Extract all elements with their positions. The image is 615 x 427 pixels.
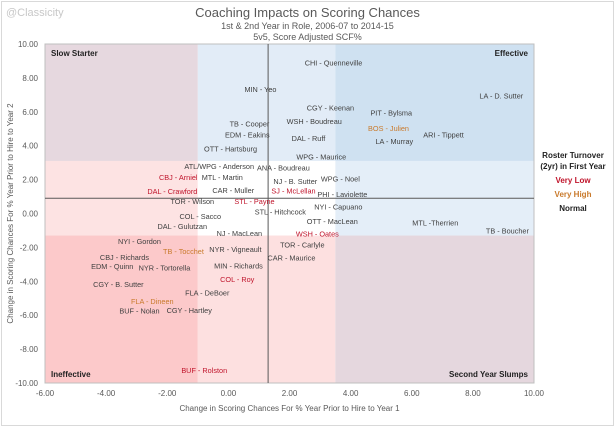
zone-r0-c1	[197, 44, 336, 161]
data-point-label: DAL - Ruff	[292, 134, 327, 143]
zone-r2-c2	[335, 235, 534, 383]
data-point-label: FLA - Dineen	[131, 297, 174, 306]
data-point-label: DAL - Gulutzan	[157, 222, 207, 231]
data-point-label: BUF - Nolan	[119, 306, 159, 315]
data-point-label: CAR - Maurice	[268, 254, 316, 263]
data-point-label: COL - Roy	[220, 275, 255, 284]
plot-area-border	[44, 43, 535, 384]
x-tick-label: 4.00	[343, 389, 359, 398]
y-tick-label: -4.00	[20, 277, 39, 286]
data-point-label: CBJ - Richards	[100, 253, 149, 262]
data-point-label: CGY - B. Sutter	[93, 280, 144, 289]
x-tick-label: 8.00	[465, 389, 481, 398]
y-tick-label: -2.00	[20, 243, 39, 252]
legend-item-normal: Normal	[559, 204, 587, 213]
data-point-label: ANA - Boudreau	[257, 164, 310, 173]
y-tick-label: 4.00	[22, 142, 38, 151]
y-tick-label: -10.00	[15, 379, 38, 388]
x-tick-label: 2.00	[282, 389, 298, 398]
data-point-label: PHI - Laviolette	[317, 190, 367, 199]
data-point-label: LA - Murray	[375, 137, 413, 146]
data-point-label: OTT - Hartsburg	[204, 145, 257, 154]
x-tick-label: -6.00	[36, 389, 55, 398]
data-point-label: WSH - Oates	[296, 229, 339, 238]
zone-r2-c0	[45, 235, 198, 383]
data-point-label: TB - Tocchet	[163, 247, 204, 256]
legend: Roster Turnover (2yr) in First Year Very…	[533, 150, 613, 217]
data-point-label: EDM - Eakins	[225, 131, 270, 140]
x-tick-label: -2.00	[158, 389, 177, 398]
data-point-label: ATL/WPG - Anderson	[184, 162, 254, 171]
data-point-label: BOS - Julien	[368, 124, 409, 133]
data-point-label: WSH - Boudreau	[287, 117, 342, 126]
x-axis-title: Change in Scoring Chances For % Year Pri…	[179, 404, 400, 413]
data-point-label: CBJ - Arniel	[159, 173, 198, 182]
quadrant-label-second-year-slumps: Second Year Slumps	[449, 370, 529, 379]
data-point-label: ARI - Tippett	[423, 131, 464, 140]
y-tick-label: 0.00	[22, 210, 38, 219]
data-point-label: MTL - Martin	[202, 173, 243, 182]
data-point-label: NJ - MacLean	[217, 229, 262, 238]
data-point-label: NYI - Capuano	[314, 203, 362, 212]
watermark: @Classicity	[6, 7, 64, 19]
data-point-label: WPG - Maurice	[296, 153, 346, 162]
zone-r0-c0	[45, 44, 198, 161]
chart-subtitle-2: 5v5, Score Adjusted SCF%	[253, 32, 362, 42]
data-point-label: NYR - Vigneault	[209, 245, 261, 254]
data-point-label: TOR - Wilson	[170, 197, 214, 206]
y-tick-label: -6.00	[20, 311, 39, 320]
data-point-label: MIN - Richards	[214, 262, 263, 271]
quadrant-label-effective: Effective	[495, 49, 529, 58]
data-point-label: TOR - Carlyle	[280, 241, 324, 250]
data-point-label: STL - Hitchcock	[255, 208, 307, 217]
zone-r2-c1	[197, 235, 336, 383]
quadrant-label-ineffective: Ineffective	[51, 370, 91, 379]
data-point-label: CHI - Quenneville	[305, 58, 363, 67]
x-tick-label: -4.00	[97, 389, 116, 398]
data-point-label: NYR - Tortorella	[139, 263, 192, 272]
x-tick-label: 10.00	[524, 389, 545, 398]
data-point-label: TB - Cooper	[230, 120, 270, 129]
data-point-label: EDM - Quinn	[91, 262, 133, 271]
data-point-label: DAL - Crawford	[147, 187, 197, 196]
y-tick-label: -8.00	[20, 345, 39, 354]
y-tick-label: 2.00	[22, 176, 38, 185]
data-point-label: FLA - DeBoer	[185, 289, 230, 298]
data-point-label: COL - Sacco	[180, 212, 222, 221]
zone-r0-c2	[335, 44, 534, 161]
data-point-label: PIT - Bylsma	[370, 108, 413, 117]
legend-item-very-low: Very Low	[555, 176, 591, 185]
data-point-label: CAR - Muller	[212, 186, 254, 195]
data-point-label: STL - Payne	[234, 197, 274, 206]
x-tick-label: 6.00	[404, 389, 420, 398]
chart-subtitle-1: 1st & 2nd Year in Role, 2006-07 to 2014-…	[221, 21, 394, 31]
data-point-label: SJ - McLellan	[271, 186, 315, 195]
data-point-label: CGY - Keenan	[307, 104, 354, 113]
data-point-label: TB - Boucher	[486, 226, 530, 235]
data-point-label: CGY - Hartley	[167, 306, 213, 315]
data-point-label: OTT - MacLean	[307, 217, 358, 226]
x-tick-label: 0.00	[221, 389, 237, 398]
legend-item-very-high: Very High	[554, 190, 592, 199]
data-point-label: MTL -Therrien	[412, 218, 458, 227]
legend-title: Roster Turnover (2yr) in First Year	[540, 151, 606, 171]
y-tick-label: 10.00	[18, 40, 39, 49]
data-point-label: MIN - Yeo	[244, 85, 276, 94]
data-point-label: NJ - B. Sutter	[273, 177, 317, 186]
data-point-label: NYI - Gordon	[118, 237, 161, 246]
data-point-label: BUF - Rolston	[181, 366, 227, 375]
chart-title: Coaching Impacts on Scoring Chances	[195, 5, 420, 20]
data-point-label: WPG - Noel	[321, 174, 360, 183]
y-tick-label: 6.00	[22, 108, 38, 117]
quadrant-label-slow-starter: Slow Starter	[51, 49, 98, 58]
data-point-label: LA - D. Sutter	[479, 92, 523, 101]
y-tick-label: 8.00	[22, 74, 38, 83]
y-axis-title: Change in Scoring Chances For % Year Pri…	[6, 103, 15, 324]
